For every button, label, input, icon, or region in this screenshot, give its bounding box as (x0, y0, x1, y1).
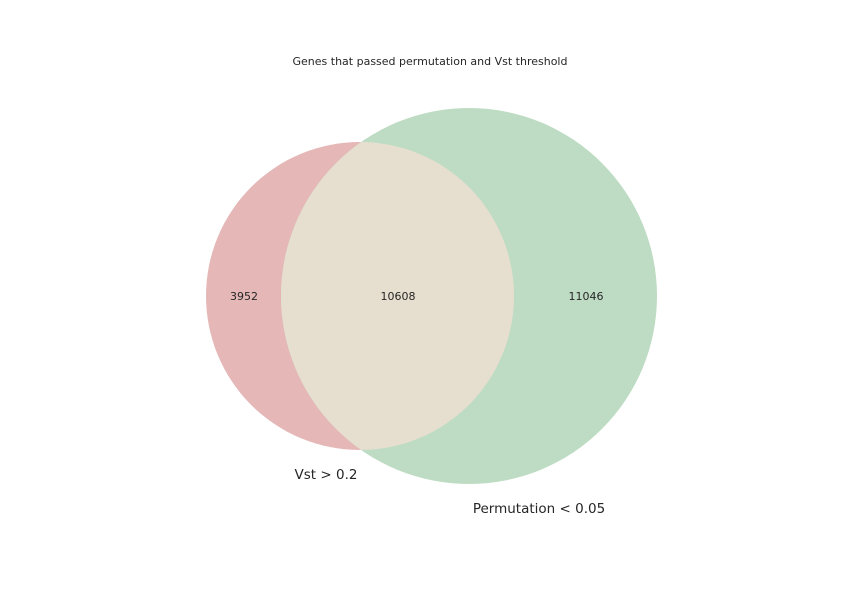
intersection-region (281, 142, 514, 450)
chart-title: Genes that passed permutation and Vst th… (293, 55, 568, 68)
set-a-only-count: 3952 (230, 290, 258, 303)
set-b-label: Permutation < 0.05 (473, 501, 605, 517)
intersection-count: 10608 (381, 290, 416, 303)
set-a-label: Vst > 0.2 (295, 467, 358, 483)
set-b-only-count: 11046 (569, 290, 604, 303)
